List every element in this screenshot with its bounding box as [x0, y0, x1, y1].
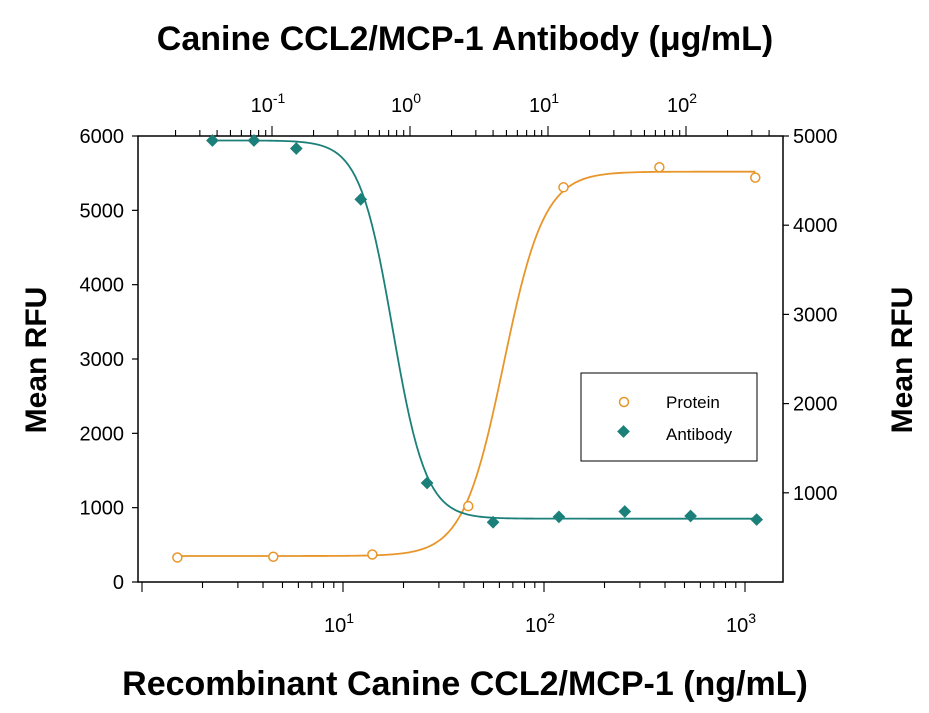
series-protein-point	[750, 172, 761, 183]
points-layer	[172, 134, 764, 563]
series-antibody-point	[354, 192, 368, 206]
y-left-tick-label: 2000	[80, 423, 125, 445]
x-bottom-tick-label: 103	[726, 610, 756, 637]
series-protein-point	[463, 500, 474, 512]
series-antibody-fit-curve	[212, 139, 757, 520]
series-antibody-point	[552, 510, 566, 524]
y-right-tick-label: 3000	[793, 304, 838, 326]
y-left-tick-label: 4000	[80, 275, 125, 297]
series-protein-point	[172, 552, 183, 563]
series-protein-point	[367, 549, 378, 560]
y-axis-title-right: Mean RFU	[886, 287, 919, 434]
legend-antibody-label: Antibody	[666, 425, 733, 444]
x-top-tick-label: 102	[667, 90, 697, 117]
series-protein-point	[654, 161, 665, 173]
y-left-tick-label: 6000	[80, 126, 125, 148]
legend: Protein Antibody	[580, 372, 758, 462]
legend-box	[580, 372, 758, 462]
series-protein-point	[268, 551, 279, 562]
y-left-tick-label: 5000	[80, 200, 125, 222]
y-right-tick-label: 1000	[793, 483, 838, 505]
x-top-tick-label: 100	[391, 90, 421, 117]
x-bottom-tick-label: 102	[525, 610, 555, 637]
x-top-tick-label: 10-1	[251, 90, 286, 117]
legend-protein-label: Protein	[666, 393, 720, 412]
series-antibody-point	[289, 142, 303, 155]
legend-protein-marker	[618, 396, 630, 408]
series-protein-point	[558, 182, 569, 193]
series-protein-fit-curve	[177, 170, 756, 557]
x-bottom-tick-label: 101	[324, 610, 354, 637]
ticks-layer: 0 1000 2000 3000 4000 5000 6000 1000 2000 3000 400…	[80, 90, 838, 637]
series-antibody-point	[420, 476, 434, 490]
y-axis-title-left: Mean RFU	[20, 287, 53, 434]
y-right-tick-label: 5000	[793, 126, 838, 148]
series-antibody-point	[750, 513, 764, 526]
x-axis-title: Recombinant Canine CCL2/MCP-1 (ng/mL)	[122, 665, 808, 703]
x-top-tick-label: 101	[529, 90, 559, 117]
y-right-tick-label: 2000	[793, 394, 838, 416]
y-left-tick-label: 1000	[80, 498, 125, 520]
series-antibody-point	[206, 134, 219, 147]
series-antibody-point	[684, 509, 697, 523]
chart-title: Canine CCL2/MCP-1 Antibody (μg/mL)	[157, 20, 773, 58]
y-left-tick-label: 3000	[80, 349, 125, 371]
series-antibody-point	[247, 134, 261, 147]
curves-layer	[177, 139, 757, 557]
series-antibody-point	[618, 505, 632, 518]
y-left-tick-label: 0	[113, 572, 124, 594]
y-right-tick-label: 4000	[793, 215, 838, 237]
